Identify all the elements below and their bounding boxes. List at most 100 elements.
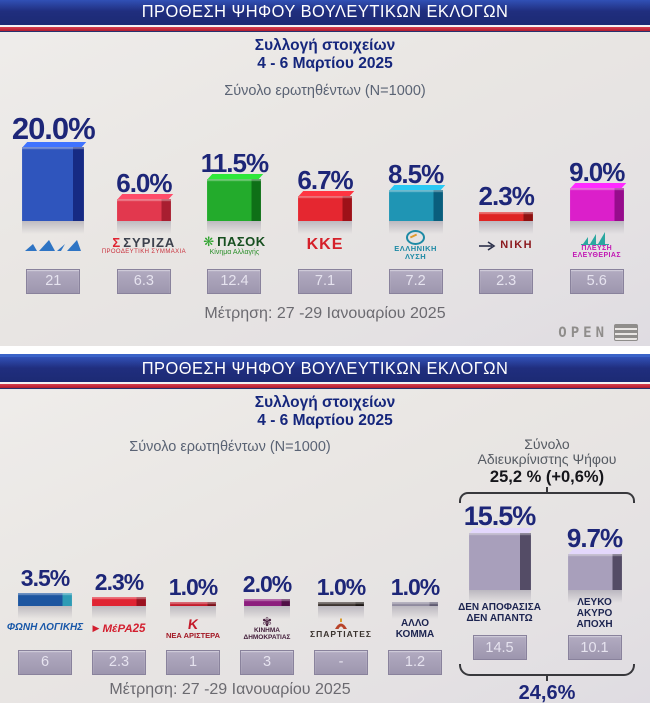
- syriza-sigma-icon: Σ: [112, 234, 121, 250]
- prev-mera25: 2.3: [92, 649, 146, 675]
- party-column-niki: 2.3% ΝΙΚΗ 2.3: [461, 183, 552, 294]
- bar-mera25: [92, 596, 146, 619]
- den-apofasisa-line1: ΔΕΝ ΑΠΟΦΑΣΙΣΑ: [458, 602, 541, 614]
- prev-spartiates: -: [314, 649, 368, 675]
- niki-logo: ΝΙΚΗ: [479, 226, 533, 266]
- collection-dates: 4 - 6 Μαρτίου 2025: [257, 412, 393, 430]
- sum-line2: Αδιευκρίνιστης Ψήφου: [477, 450, 617, 467]
- bar-den-apofasisa: [468, 533, 531, 604]
- elliniki-lysi-wordmark: ΕΛΛΗΝΙΚΗ: [394, 244, 437, 254]
- panel1-sample: Σύνολο ερωτηθέντων (N=1000): [224, 82, 426, 99]
- party-column-kinima-dimokratias: 2.0% ✾ ΚΙΝΗΜΑ ΔΗΜΟΚΡΑΤΙΑΣ 3: [230, 572, 304, 675]
- spartiates-logo: ΣΠΑΡΤΙΑΤΕΣ: [310, 611, 372, 647]
- plefsi-sails-icon: [580, 231, 609, 245]
- bar-elliniki-lysi: [388, 189, 443, 234]
- panel2-collection: Συλλογή στοιχείων 4 - 6 Μαρτίου 2025: [0, 394, 650, 431]
- party-column-pasok: 11.5% ❋ ΠΑΣΟΚ Κίνημα Αλλαγής 12.4: [189, 150, 280, 294]
- kke-logo: ΚΚΕ: [307, 226, 344, 266]
- sum-line1: Σύνολο: [524, 435, 570, 452]
- pct-foni-logikis: 3.5%: [20, 564, 70, 591]
- brace-bottom-stem: [546, 675, 548, 681]
- pct-elliniki-lysi: 8.5%: [387, 158, 444, 189]
- party-column-kke: 6.7% ΚΚΕ 7.1: [280, 167, 371, 294]
- column-den-apofasisa: 15.5% ΔΕΝ ΑΠΟΦΑΣΙΣΑ ΔΕΝ ΑΠΑΝΤΩ 14.5: [452, 503, 547, 661]
- panel1-chart: 20.0% 21 6.0% Σ ΣΥΡΙΖΑ ΠΡΟΟΔΕΥΤΙΚΗ ΣΥΜΜΑΧ…: [0, 113, 650, 294]
- pct-kke: 6.7%: [297, 164, 353, 195]
- lefko-line3: ΑΠΟΧΗ: [576, 618, 613, 630]
- pct-pasok: 11.5%: [200, 147, 269, 178]
- plefsi-wordmark2: ΕΛΕΥΘΕΡΙΑΣ: [572, 252, 621, 260]
- pasok-wordmark: ΠΑΣΟΚ: [217, 234, 266, 250]
- prev-elliniki-lysi: 7.2: [388, 268, 443, 294]
- syriza-logo: Σ ΣΥΡΙΖΑ ΠΡΟΟΔΕΥΤΙΚΗ ΣΥΜΜΑΧΙΑ: [102, 226, 186, 266]
- panel2-red-stripe: [0, 384, 650, 389]
- pct-plefsi: 9.0%: [569, 156, 625, 187]
- panel2-chart: 3.5% ΦΩΝΗ ΛΟΓΙΚΗΣ 6 2.3% ▶ ΜέΡΑ25 2.3: [7, 455, 452, 675]
- kinima-dimokratias-dove-icon: ✾: [261, 614, 273, 629]
- bar-pasok: [207, 178, 262, 234]
- spartiates-wordmark: ΣΠΑΡΤΙΑΤΕΣ: [310, 629, 372, 640]
- nea-aristera-wordmark: ΝΕΑ ΑΡΙΣΤΕΡΑ: [165, 630, 221, 640]
- kinima-dimokratias-logo: ✾ ΚΙΝΗΜΑ ΔΗΜΟΚΡΑΤΙΑΣ: [244, 611, 291, 647]
- pct-allo-komma: 1.0%: [390, 573, 440, 600]
- pct-nd: 20.0%: [11, 110, 96, 146]
- nea-aristera-figure-icon: Κ: [186, 616, 200, 633]
- party-column-allo-komma: 1.0% ΑΛΛΟ ΚΟΜΜΑ 1.2: [378, 573, 452, 675]
- party-column-nea-aristera: 1.0% Κ ΝΕΑ ΑΡΙΣΤΕΡΑ 1: [156, 573, 230, 675]
- pasok-sun-icon: ❋: [203, 234, 215, 250]
- poll-panel-march: ΠΡΟΘΕΣΗ ΨΗΦΟΥ ΒΟΥΛΕΥΤΙΚΩΝ ΕΚΛΟΓΩΝ Συλλογ…: [0, 0, 650, 346]
- column-lefko-akyro-apochi: 9.7% ΛΕΥΚΟ ΑΚΥΡΟ ΑΠΟΧΗ 10.1: [547, 523, 642, 661]
- mera25-arrow-icon: ▶: [92, 622, 100, 633]
- open-wordmark: OPEN: [558, 324, 608, 341]
- party-column-foni-logikis: 3.5% ΦΩΝΗ ΛΟΓΙΚΗΣ 6: [7, 564, 83, 675]
- bar-niki: [479, 211, 534, 234]
- collection-dates: 4 - 6 Μαρτίου 2025: [257, 55, 393, 73]
- undecided-total: 24,6%: [518, 681, 576, 703]
- niki-wordmark: ΝΙΚΗ: [500, 238, 534, 251]
- syriza-wordmark: ΣΥΡΙΖΑ: [123, 234, 176, 250]
- panel2-footnote: Μέτρηση: 27 -29 Ιανουαρίου 2025: [109, 680, 351, 698]
- prev-allo-komma: 1.2: [388, 649, 442, 675]
- nd-logo: [25, 226, 82, 266]
- bar-allo-komma: [392, 601, 438, 619]
- bar-nea-aristera: [170, 601, 216, 619]
- nea-aristera-logo: Κ ΝΕΑ ΑΡΙΣΤΕΡΑ: [166, 611, 220, 647]
- plefsi-logo: ΠΛΕΥΣΗ ΕΛΕΥΘΕΡΙΑΣ: [573, 226, 621, 266]
- brace-top-stem: [546, 487, 548, 493]
- prev-kke: 7.1: [298, 268, 353, 294]
- pct-syriza: 6.0%: [116, 167, 172, 198]
- pct-mera25: 2.3%: [94, 568, 144, 595]
- pct-niki: 2.3%: [478, 180, 535, 211]
- party-column-nd: 20.0% 21: [8, 113, 99, 294]
- panel1-title: ΠΡΟΘΕΣΗ ΨΗΦΟΥ ΒΟΥΛΕΥΤΙΚΩΝ ΕΚΛΟΓΩΝ: [141, 1, 509, 21]
- party-column-mera25: 2.3% ▶ ΜέΡΑ25 2.3: [82, 568, 156, 675]
- bar-lefko: [567, 554, 622, 604]
- plefsi-wordmark: ΠΛΕΥΣΗ: [581, 244, 613, 252]
- prev-pasok: 12.4: [207, 268, 262, 294]
- open-tv-icon: [614, 324, 638, 341]
- panel1-header: ΠΡΟΘΕΣΗ ΨΗΦΟΥ ΒΟΥΛΕΥΤΙΚΩΝ ΕΚΛΟΓΩΝ: [0, 0, 650, 27]
- prev-lefko: 10.1: [567, 635, 622, 661]
- prev-plefsi: 5.6: [569, 268, 624, 294]
- allo-komma-label: ΑΛΛΟ ΚΟΜΜΑ: [396, 611, 434, 647]
- panel1-footnote: Μέτρηση: 27 -29 Ιανουαρίου 2025: [204, 304, 446, 322]
- spartiates-helmet-icon: [335, 618, 347, 630]
- elliniki-lysi-wordmark2: ΛΥΣΗ: [404, 252, 427, 262]
- collection-label: Συλλογή στοιχείων: [254, 37, 396, 54]
- pct-nea-aristera: 1.0%: [168, 573, 218, 600]
- mera25-wordmark: ΜέΡΑ25: [102, 622, 146, 635]
- undecided-sum-value: 25,2 % (+0,6%): [489, 468, 605, 487]
- undecided-group: Σύνολο Αδιευκρίνιστης Ψήφου 25,2 % (+0,6…: [452, 431, 642, 703]
- party-column-spartiates: 1.0% ΣΠΑΡΤΙΑΤΕΣ -: [304, 575, 378, 675]
- bar-syriza: [116, 198, 171, 234]
- pasok-subtext: Κίνημα Αλλαγής: [209, 248, 260, 256]
- lefko-label: ΛΕΥΚΟ ΑΚΥΡΟ ΑΠΟΧΗ: [576, 594, 612, 632]
- foni-logikis-logo: ΦΩΝΗ ΛΟΓΙΚΗΣ: [7, 611, 83, 647]
- bar-kinima-dimokratias: [244, 598, 290, 619]
- pct-lefko: 9.7%: [566, 523, 623, 554]
- kinima-wordmark: ΚΙΝΗΜΑ: [253, 626, 280, 634]
- collection-label: Συλλογή στοιχείων: [254, 394, 396, 411]
- kke-wordmark: ΚΚΕ: [306, 236, 344, 254]
- prev-kinima-dimokratias: 3: [240, 649, 294, 675]
- den-apofasisa-label: ΔΕΝ ΑΠΟΦΑΣΙΣΑ ΔΕΝ ΑΠΑΝΤΩ: [458, 594, 541, 632]
